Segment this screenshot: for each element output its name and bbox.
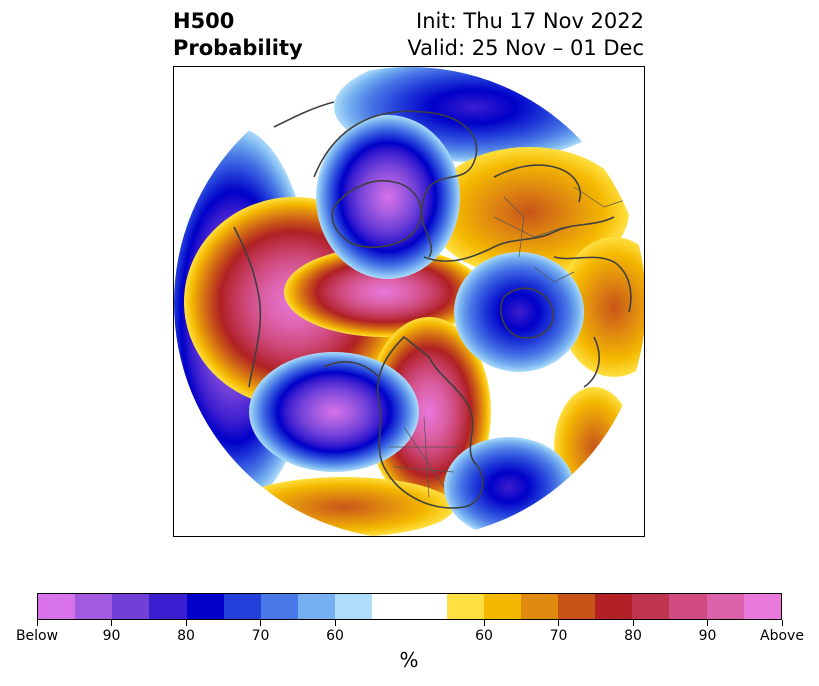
map-svg [174,67,644,536]
colorbar-unit: % [399,648,419,672]
colorbar-tick [781,620,783,626]
colorbar-segment [335,594,373,619]
colorbar-tick [558,620,559,626]
colorbar-segment [632,594,670,619]
colorbar-tick [707,620,708,626]
colorbar-segment [557,594,596,619]
above-east-siberia [429,147,629,277]
colorbar-segment [483,594,521,619]
subtitle-block: Init: Thu 17 Nov 2022 Valid: 25 Nov – 01… [407,8,644,62]
colorbar-segment [112,594,150,619]
below-hudson-bay [316,115,460,279]
colorbar-segment [669,594,707,619]
colorbar-tick [334,620,336,626]
colorbar-segment [743,594,781,619]
colorbar-segment [75,594,113,619]
colorbar-tick-label: 60 [475,628,493,644]
borders [389,186,635,498]
init-date: Init: Thu 17 Nov 2022 [416,9,644,33]
colorbar-tick [632,620,634,626]
colorbar-segment [706,594,744,619]
colorbar-segment [595,594,633,619]
colorbar-tick-label: 70 [549,628,568,644]
probability-field [174,67,644,536]
colorbar-segment [520,594,558,619]
above-arctic-ridge [284,247,484,337]
colorbar-tick-label: 60 [326,628,344,644]
colorbar-segment [409,594,447,619]
colorbar-tick [185,620,187,626]
below-atlantic [444,437,574,536]
colorbar-tick [483,620,485,626]
colorbar-segment [186,594,224,619]
above-south-edge [234,477,454,536]
colorbar-tick [36,620,38,626]
below-west-canada [249,352,419,472]
colorbar-tick-label: 80 [624,628,642,644]
colorbar-tick-label: Below [15,628,59,644]
colorbar-tick-label: 90 [698,628,717,644]
below-europe [454,252,584,372]
valid-range: Valid: 25 Nov – 01 Dec [407,36,644,60]
title-block: H500 Probability [173,8,303,62]
colorbar-tick [111,620,112,626]
above-east-edge [559,237,644,377]
colorbar-segment [260,594,298,619]
colorbar-tick-label: 70 [251,628,270,644]
title-variable: H500 [173,9,235,33]
colorbar-segment [297,594,336,619]
title-type: Probability [173,36,303,60]
colorbar-tick-label: 90 [102,628,121,644]
colorbar-segment [38,594,76,619]
colorbar-segment [223,594,261,619]
colorbar-segment [446,594,484,619]
colorbar-tick-label: Above [760,628,804,644]
colorbar [37,593,782,620]
colorbar-segment [149,594,187,619]
map-panel [173,66,645,537]
above-southeast-edge [554,387,634,507]
coastlines [233,101,632,509]
colorbar-segment [372,594,410,619]
colorbar-tick [260,620,261,626]
colorbar-tick-label: 80 [177,628,195,644]
